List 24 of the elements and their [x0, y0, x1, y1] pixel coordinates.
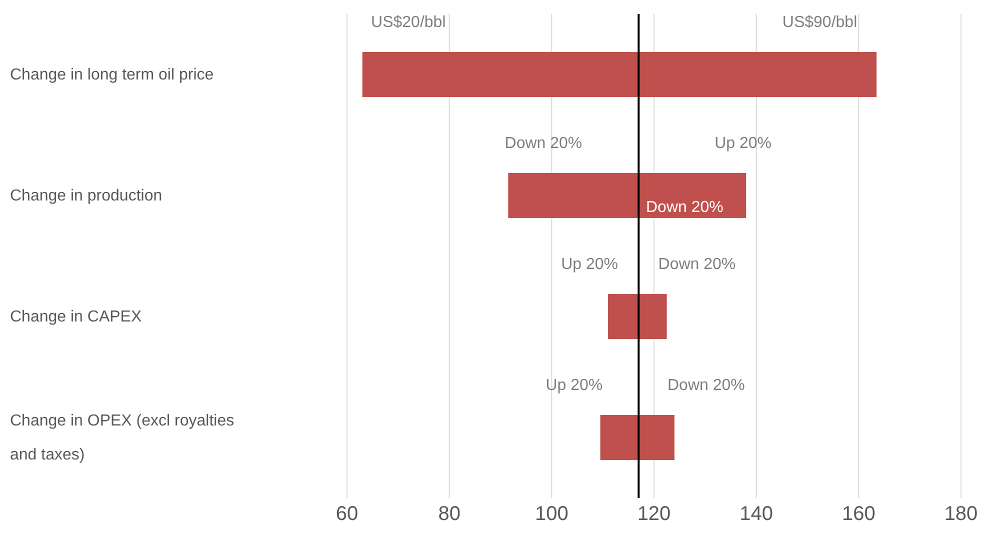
x-tick-label: 160 — [842, 503, 876, 526]
annotation: Down 20% — [646, 199, 724, 216]
annotation: Up 20% — [561, 256, 618, 273]
y-tick-label: Change in OPEX (excl royalties and taxes) — [10, 412, 234, 463]
x-tick-label: 120 — [637, 503, 671, 526]
y-tick-label: Change in production — [10, 187, 162, 204]
bar — [608, 294, 667, 339]
annotation: Down 20% — [504, 135, 582, 152]
annotation: Down 20% — [658, 256, 736, 273]
x-tick-label: 140 — [740, 503, 774, 526]
bar — [508, 173, 746, 218]
x-tick-label: 60 — [336, 503, 358, 526]
y-tick-label: Change in CAPEX — [10, 308, 142, 325]
x-tick-label: 100 — [534, 503, 568, 526]
annotation: Down 20% — [668, 377, 745, 394]
y-tick-label: Change in long term oil price — [10, 66, 214, 83]
bar — [362, 52, 877, 97]
annotation: US$20/bbl — [371, 14, 446, 31]
x-tick-label: 80 — [438, 503, 460, 526]
annotation: Up 20% — [546, 377, 603, 394]
x-tick-label: 180 — [944, 503, 978, 526]
bar — [600, 415, 674, 460]
annotation: US$90/bbl — [782, 14, 858, 31]
annotation: Up 20% — [714, 135, 772, 152]
